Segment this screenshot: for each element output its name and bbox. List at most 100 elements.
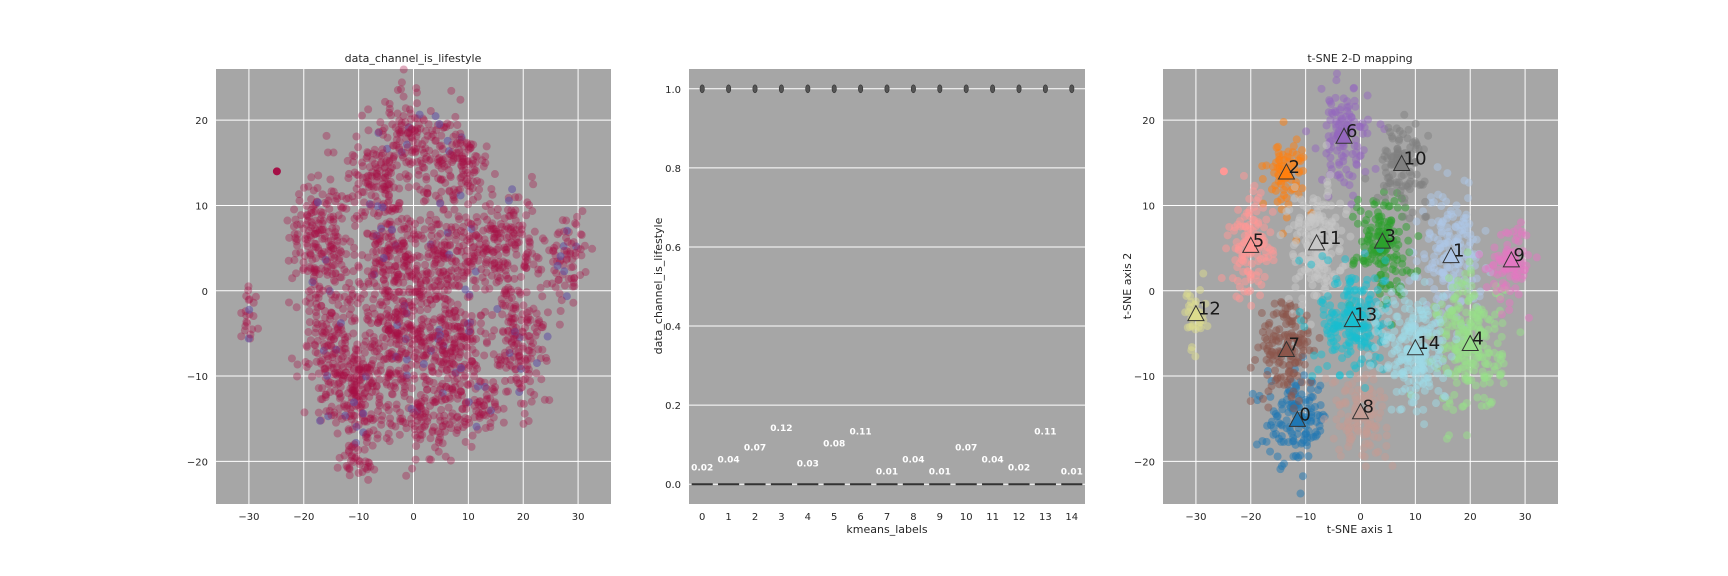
scatter-point	[542, 356, 551, 365]
scatter-point	[379, 275, 388, 284]
scatter-point	[410, 288, 419, 297]
scatter-point	[473, 248, 482, 257]
scatter-point	[416, 430, 425, 439]
scatter-point	[567, 263, 576, 272]
scatter-point	[1345, 170, 1354, 179]
scatter-point	[1431, 243, 1440, 252]
scatter-point	[513, 238, 522, 247]
scatter-point	[465, 361, 474, 370]
scatter-point	[417, 294, 426, 303]
scatter-point	[442, 222, 451, 231]
scatter-point	[492, 278, 501, 287]
scatter-point	[449, 388, 458, 397]
scatter-point	[430, 246, 439, 255]
scatter-point	[337, 204, 346, 213]
scatter-point	[454, 266, 463, 275]
scatter-point	[1469, 359, 1478, 368]
scatter-point	[515, 352, 524, 361]
scatter-point	[403, 143, 412, 152]
scatter-point	[460, 228, 469, 237]
scatter-point	[1302, 204, 1311, 213]
scatter-point	[550, 243, 559, 252]
scatter-point	[408, 302, 417, 311]
scatter-point	[1482, 283, 1491, 292]
scatter-point	[335, 293, 344, 302]
scatter-point	[317, 249, 326, 258]
scatter-point	[383, 321, 392, 330]
scatter-point	[549, 246, 558, 255]
scatter-point	[482, 384, 491, 393]
scatter-point	[388, 163, 397, 172]
scatter-point	[512, 234, 521, 243]
scatter-point	[413, 251, 422, 260]
scatter-point	[477, 311, 486, 320]
scatter-point	[385, 352, 394, 361]
scatter-point	[319, 329, 328, 338]
scatter-point	[337, 260, 346, 269]
scatter-point	[322, 200, 331, 209]
scatter-point	[1445, 274, 1454, 283]
scatter-point	[428, 283, 437, 292]
scatter-point	[1320, 285, 1329, 294]
scatter-point	[1410, 272, 1419, 281]
scatter-point	[390, 151, 399, 160]
outlier-marker	[778, 84, 784, 94]
scatter-point	[436, 259, 445, 268]
scatter-point	[1311, 144, 1320, 153]
scatter-point	[421, 144, 430, 153]
scatter-point	[471, 349, 480, 358]
scatter-point	[511, 193, 520, 202]
scatter-point	[526, 315, 535, 324]
scatter-point	[305, 307, 314, 316]
scatter-point	[498, 310, 507, 319]
scatter-point	[369, 209, 378, 218]
scatter-point	[466, 238, 475, 247]
scatter-point	[337, 339, 346, 348]
scatter-point	[504, 283, 513, 292]
scatter-point	[1512, 270, 1521, 279]
scatter-point	[1414, 232, 1423, 241]
scatter-point	[461, 213, 470, 222]
scatter-point	[369, 295, 378, 304]
scatter-point	[506, 355, 515, 364]
scatter-point	[447, 424, 456, 433]
scatter-point	[467, 312, 476, 321]
scatter-point	[377, 184, 386, 193]
scatter-point	[355, 376, 364, 385]
scatter-point	[327, 263, 336, 272]
scatter-point	[324, 354, 333, 363]
scatter-point	[521, 252, 530, 261]
scatter-point	[493, 205, 502, 214]
scatter-point	[325, 406, 334, 415]
scatter-point	[481, 242, 490, 251]
scatter-point	[365, 414, 374, 423]
scatter-point	[476, 311, 485, 320]
scatter-point	[294, 190, 303, 199]
scatter-point	[432, 126, 441, 135]
scatter-point	[438, 348, 447, 357]
scatter-point	[342, 461, 351, 470]
scatter-point	[400, 262, 409, 271]
scatter-point	[292, 237, 301, 246]
scatter-point	[375, 152, 384, 161]
scatter-point	[402, 309, 411, 318]
scatter-point	[326, 175, 335, 184]
scatter-point	[344, 362, 353, 371]
scatter-point	[431, 258, 440, 267]
scatter-point	[384, 167, 393, 176]
scatter-point	[543, 279, 552, 288]
scatter-point	[442, 366, 451, 375]
scatter-point	[522, 254, 531, 263]
scatter-point	[446, 394, 455, 403]
scatter-point	[459, 154, 468, 163]
scatter-point	[392, 335, 401, 344]
scatter-point	[341, 368, 350, 377]
scatter-point	[380, 163, 389, 172]
x-tick-label: 0	[699, 512, 705, 523]
scatter-point	[1297, 195, 1306, 204]
scatter-point	[367, 410, 376, 419]
scatter-point	[352, 212, 361, 221]
scatter-point	[446, 298, 455, 307]
scatter-point	[408, 148, 417, 157]
scatter-point	[562, 292, 571, 301]
